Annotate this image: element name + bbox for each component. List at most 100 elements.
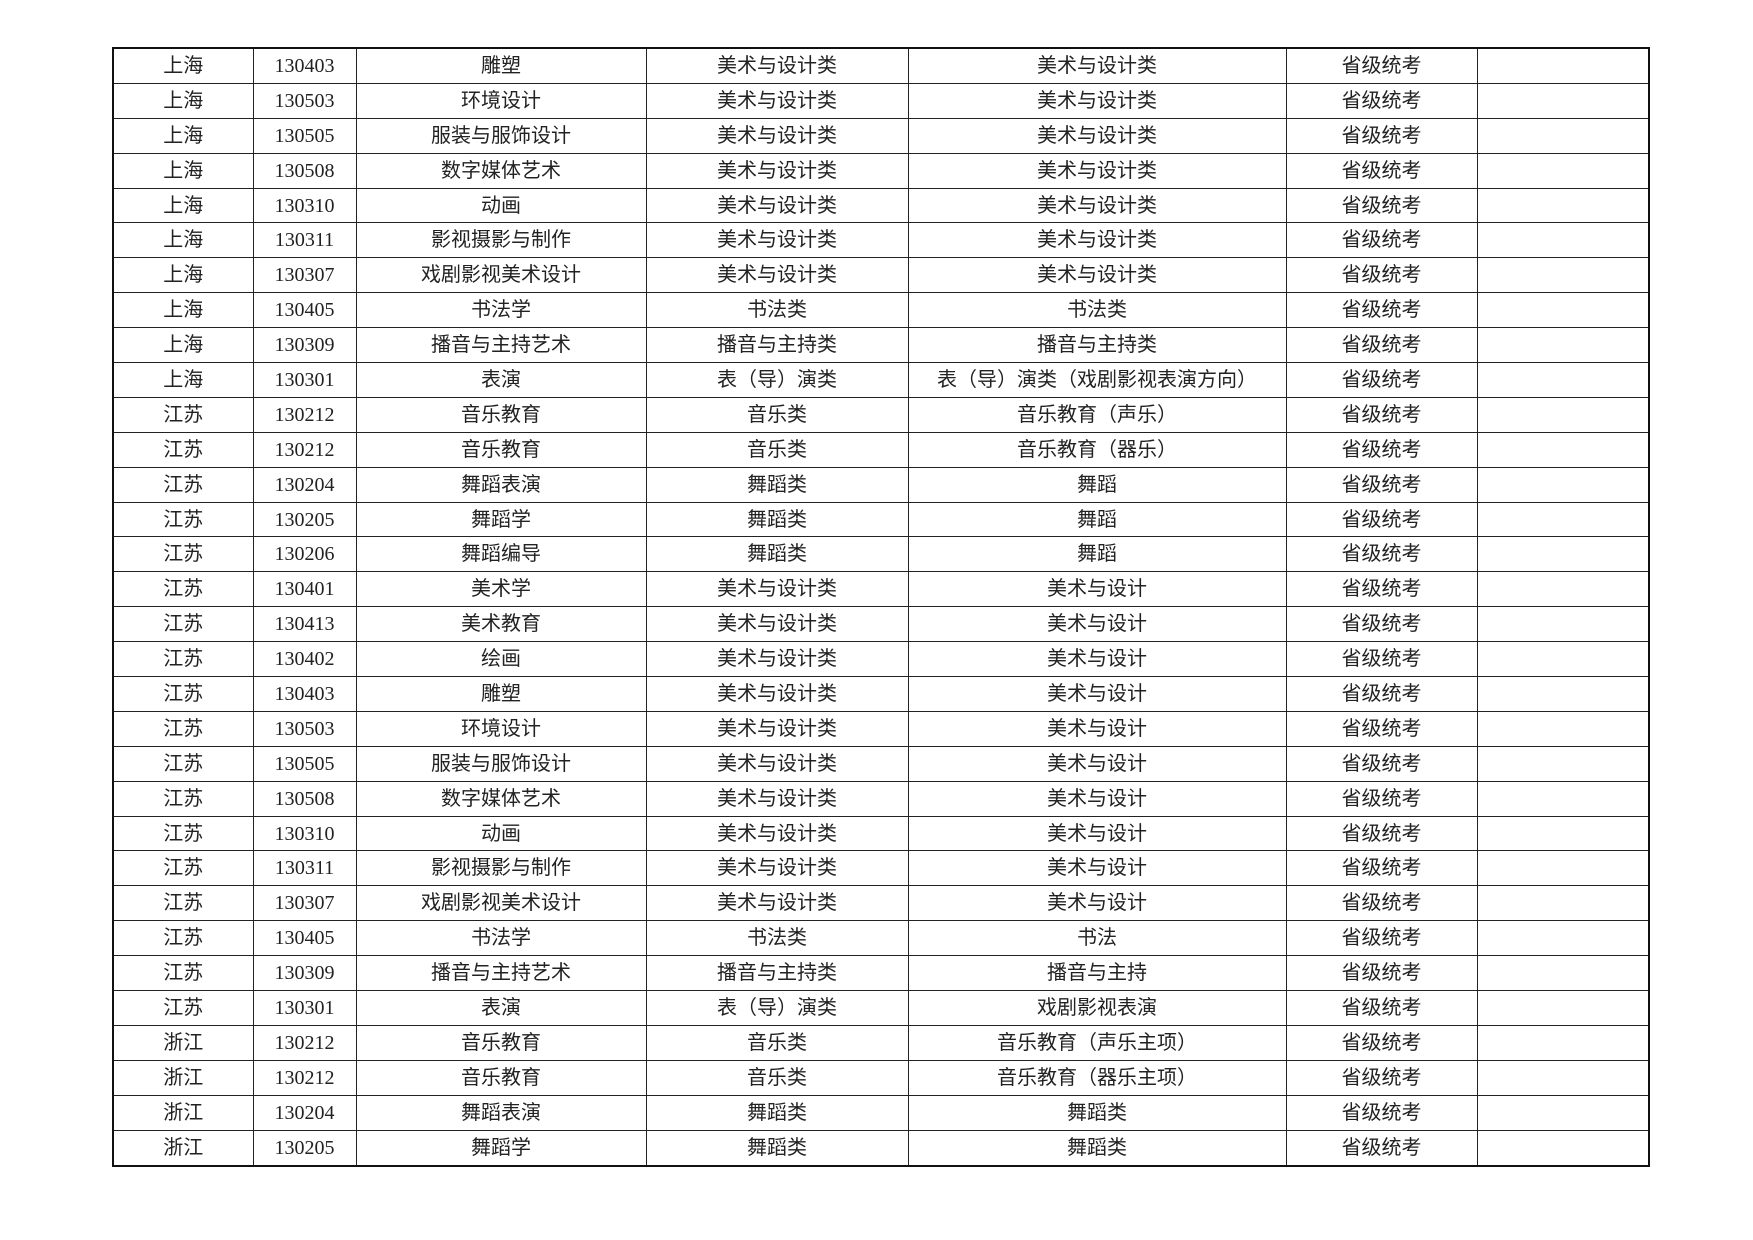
exam-type-cell: 省级统考 — [1285, 676, 1478, 712]
major-code-cell: 130503 — [252, 82, 357, 119]
exam-type-cell: 省级统考 — [1285, 292, 1478, 329]
major-name-cell: 音乐教育 — [355, 396, 647, 433]
exam-subject-cell: 舞蹈 — [907, 501, 1287, 538]
exam-type-cell: 省级统考 — [1285, 1129, 1478, 1167]
category-cell: 音乐类 — [645, 431, 909, 468]
category-cell: 音乐类 — [645, 396, 909, 433]
category-cell: 美术与设计类 — [645, 117, 909, 154]
exam-subject-cell: 美术与设计 — [907, 815, 1287, 852]
major-name-cell: 表演 — [355, 990, 647, 1026]
table-row: 江苏 130505 服装与服饰设计 美术与设计类 美术与设计 省级统考 — [112, 745, 1650, 782]
major-name-cell: 舞蹈编导 — [355, 536, 647, 573]
table-row: 浙江 130212 音乐教育 音乐类 音乐教育（器乐主项） 省级统考 — [112, 1059, 1650, 1096]
notes-cell — [1476, 362, 1650, 398]
province-cell: 上海 — [112, 117, 254, 154]
major-code-cell: 130503 — [252, 710, 357, 747]
exam-subject-cell: 音乐教育（器乐） — [907, 431, 1287, 468]
category-cell: 舞蹈类 — [645, 466, 909, 503]
major-name-cell: 美术教育 — [355, 606, 647, 643]
major-name-cell: 动画 — [355, 815, 647, 852]
province-cell: 上海 — [112, 257, 254, 294]
exam-type-cell: 省级统考 — [1285, 1059, 1478, 1096]
table-row: 浙江 130205 舞蹈学 舞蹈类 舞蹈类 省级统考 — [112, 1129, 1650, 1167]
category-cell: 美术与设计类 — [645, 222, 909, 259]
category-cell: 美术与设计类 — [645, 47, 909, 84]
exam-subject-cell: 美术与设计 — [907, 850, 1287, 887]
exam-type-cell: 省级统考 — [1285, 327, 1478, 364]
table-row: 上海 130301 表演 表（导）演类 表（导）演类（戏剧影视表演方向） 省级统考 — [112, 362, 1650, 398]
table-row: 上海 130307 戏剧影视美术设计 美术与设计类 美术与设计类 省级统考 — [112, 257, 1650, 294]
province-cell: 江苏 — [112, 850, 254, 887]
exam-type-cell: 省级统考 — [1285, 466, 1478, 503]
major-name-cell: 影视摄影与制作 — [355, 850, 647, 887]
exam-subject-cell: 美术与设计类 — [907, 82, 1287, 119]
major-name-cell: 戏剧影视美术设计 — [355, 885, 647, 922]
major-name-cell: 播音与主持艺术 — [355, 955, 647, 992]
major-code-cell: 130212 — [252, 1059, 357, 1096]
exam-type-cell: 省级统考 — [1285, 815, 1478, 852]
table-row: 江苏 130204 舞蹈表演 舞蹈类 舞蹈 省级统考 — [112, 466, 1650, 503]
exam-type-cell: 省级统考 — [1285, 152, 1478, 189]
exam-subject-cell: 美术与设计 — [907, 745, 1287, 782]
major-code-cell: 130205 — [252, 501, 357, 538]
exam-subject-cell: 播音与主持类 — [907, 327, 1287, 364]
province-cell: 浙江 — [112, 1094, 254, 1131]
exam-type-cell: 省级统考 — [1285, 780, 1478, 817]
exam-subject-cell: 美术与设计 — [907, 571, 1287, 608]
exam-subject-cell: 音乐教育（声乐） — [907, 396, 1287, 433]
notes-cell — [1476, 466, 1650, 503]
category-cell: 舞蹈类 — [645, 1129, 909, 1167]
notes-cell — [1476, 780, 1650, 817]
province-cell: 上海 — [112, 187, 254, 224]
table-row: 上海 130311 影视摄影与制作 美术与设计类 美术与设计类 省级统考 — [112, 222, 1650, 259]
category-cell: 书法类 — [645, 920, 909, 957]
table-row: 江苏 130503 环境设计 美术与设计类 美术与设计 省级统考 — [112, 710, 1650, 747]
category-cell: 美术与设计类 — [645, 257, 909, 294]
category-cell: 书法类 — [645, 292, 909, 329]
major-name-cell: 书法学 — [355, 292, 647, 329]
province-cell: 上海 — [112, 152, 254, 189]
notes-cell — [1476, 47, 1650, 84]
category-cell: 美术与设计类 — [645, 850, 909, 887]
category-cell: 舞蹈类 — [645, 536, 909, 573]
major-name-cell: 美术学 — [355, 571, 647, 608]
category-cell: 舞蹈类 — [645, 1094, 909, 1131]
category-cell: 美术与设计类 — [645, 815, 909, 852]
province-cell: 浙江 — [112, 1129, 254, 1167]
table-row: 上海 130310 动画 美术与设计类 美术与设计类 省级统考 — [112, 187, 1650, 224]
major-code-cell: 130206 — [252, 536, 357, 573]
admissions-table: 上海 130403 雕塑 美术与设计类 美术与设计类 省级统考 上海 130503 环境设计 美术… — [112, 47, 1650, 1167]
exam-type-cell: 省级统考 — [1285, 187, 1478, 224]
category-cell: 舞蹈类 — [645, 501, 909, 538]
exam-type-cell: 省级统考 — [1285, 1094, 1478, 1131]
province-cell: 上海 — [112, 47, 254, 84]
exam-type-cell: 省级统考 — [1285, 641, 1478, 678]
major-code-cell: 130307 — [252, 885, 357, 922]
major-code-cell: 130205 — [252, 1129, 357, 1167]
exam-type-cell: 省级统考 — [1285, 885, 1478, 922]
notes-cell — [1476, 571, 1650, 608]
exam-subject-cell: 美术与设计 — [907, 641, 1287, 678]
province-cell: 江苏 — [112, 710, 254, 747]
category-cell: 美术与设计类 — [645, 571, 909, 608]
province-cell: 江苏 — [112, 676, 254, 712]
exam-subject-cell: 播音与主持 — [907, 955, 1287, 992]
province-cell: 江苏 — [112, 990, 254, 1026]
exam-subject-cell: 美术与设计 — [907, 780, 1287, 817]
major-code-cell: 130402 — [252, 641, 357, 678]
notes-cell — [1476, 222, 1650, 259]
major-name-cell: 环境设计 — [355, 82, 647, 119]
province-cell: 江苏 — [112, 955, 254, 992]
notes-cell — [1476, 327, 1650, 364]
major-code-cell: 130212 — [252, 396, 357, 433]
notes-cell — [1476, 710, 1650, 747]
major-name-cell: 舞蹈表演 — [355, 466, 647, 503]
exam-subject-cell: 舞蹈类 — [907, 1094, 1287, 1131]
table-row: 上海 130505 服装与服饰设计 美术与设计类 美术与设计类 省级统考 — [112, 117, 1650, 154]
province-cell: 江苏 — [112, 536, 254, 573]
major-code-cell: 130311 — [252, 850, 357, 887]
exam-subject-cell: 美术与设计类 — [907, 187, 1287, 224]
exam-subject-cell: 美术与设计类 — [907, 47, 1287, 84]
major-code-cell: 130405 — [252, 920, 357, 957]
major-name-cell: 舞蹈学 — [355, 1129, 647, 1167]
